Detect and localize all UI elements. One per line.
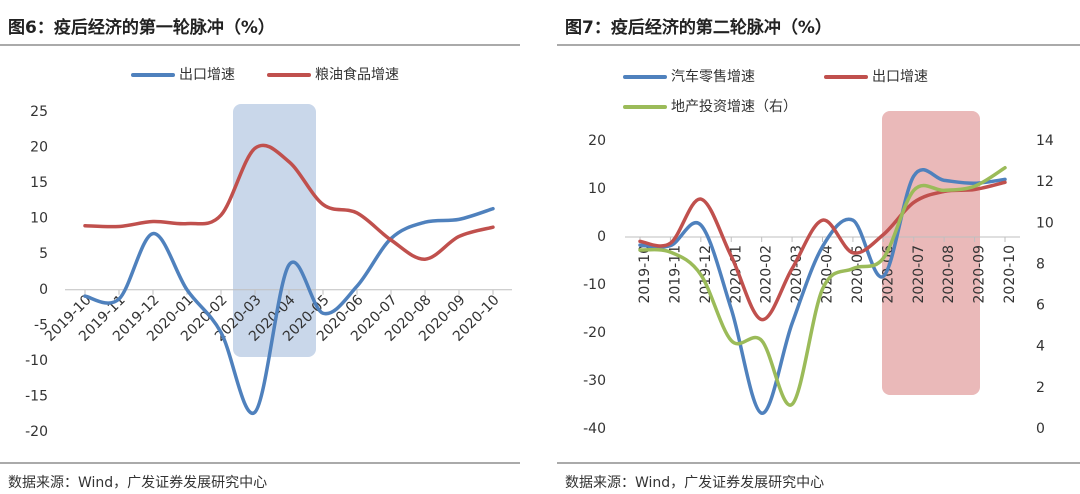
chart-title: 图7：疫后经济的第二轮脉冲（%） bbox=[565, 17, 832, 38]
y-tick-label: 0 bbox=[597, 229, 606, 245]
x-tick-label: 2019-11 bbox=[667, 245, 683, 304]
y-tick-label: 0 bbox=[39, 282, 48, 298]
x-tick-label: 2020-03 bbox=[789, 245, 805, 304]
y2-tick-label: 14 bbox=[1036, 133, 1054, 149]
y-tick-label: 10 bbox=[588, 181, 606, 197]
y2-tick-label: 4 bbox=[1036, 339, 1045, 355]
y-tick-label: -10 bbox=[583, 277, 606, 293]
x-tick-label: 2020-07 bbox=[911, 245, 927, 304]
legend-label: 出口增速 bbox=[872, 69, 928, 85]
x-tick-label: 2020-09 bbox=[972, 245, 988, 304]
legend-label: 汽车零售增速 bbox=[671, 68, 755, 85]
y-tick-label: -10 bbox=[25, 353, 48, 369]
y-tick-label: -20 bbox=[25, 424, 48, 440]
y2-tick-label: 8 bbox=[1036, 256, 1045, 272]
y2-tick-label: 12 bbox=[1036, 174, 1054, 190]
y-tick-label: 25 bbox=[30, 104, 48, 120]
y2-tick-label: 10 bbox=[1036, 215, 1054, 231]
y2-tick-label: 0 bbox=[1036, 421, 1045, 437]
x-tick-label: 2019-10 bbox=[637, 245, 653, 304]
y2-tick-label: 2 bbox=[1036, 380, 1045, 396]
legend-label: 地产投资增速（右） bbox=[671, 99, 797, 115]
x-tick-label: 2020-05 bbox=[850, 245, 866, 304]
y-tick-label: 10 bbox=[30, 211, 48, 227]
y-tick-label: -15 bbox=[25, 388, 48, 404]
chart-title: 图6：疫后经济的第一轮脉冲（%） bbox=[8, 17, 275, 38]
y-tick-label: -5 bbox=[34, 317, 48, 333]
x-tick-label: 2020-02 bbox=[759, 245, 775, 304]
highlight-band bbox=[882, 111, 980, 395]
x-tick-label: 2020-10 bbox=[1002, 245, 1018, 304]
series-line bbox=[83, 206, 495, 415]
y2-tick-label: 6 bbox=[1036, 298, 1045, 314]
y-tick-label: 5 bbox=[39, 246, 48, 262]
series-line bbox=[638, 165, 1007, 407]
legend-label: 出口增速 bbox=[179, 67, 235, 83]
source-note: 数据来源：Wind，广发证券发展研究中心 bbox=[565, 475, 824, 491]
y-tick-label: -30 bbox=[583, 373, 606, 389]
legend-label: 粮油食品增速 bbox=[315, 66, 399, 83]
y-tick-label: -20 bbox=[583, 325, 606, 341]
series-line bbox=[83, 143, 495, 261]
series-line bbox=[638, 168, 1007, 415]
y-tick-label: 20 bbox=[30, 140, 48, 156]
y-tick-label: 15 bbox=[30, 175, 48, 191]
x-tick-label: 2020-08 bbox=[941, 245, 957, 304]
y-tick-label: -40 bbox=[583, 421, 606, 437]
source-note: 数据来源：Wind，广发证券发展研究中心 bbox=[8, 475, 267, 491]
y-tick-label: 20 bbox=[588, 133, 606, 149]
